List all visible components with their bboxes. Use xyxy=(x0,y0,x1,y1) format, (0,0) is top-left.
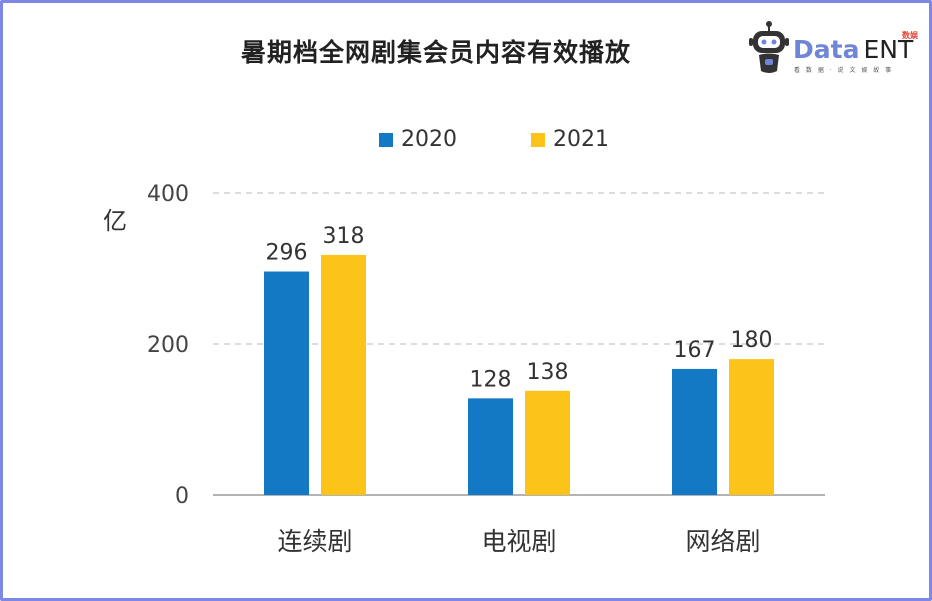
data-label: 318 xyxy=(323,224,365,249)
bar-chart: 0 200 400 296 318 连续剧 128 138 电视剧 167 180 网络剧 xyxy=(3,3,929,598)
bar-2020-1 xyxy=(264,272,309,495)
y-tick-label: 400 xyxy=(147,182,189,207)
x-tick-label: 网络剧 xyxy=(685,527,760,556)
bar-2021-3 xyxy=(729,359,774,495)
bar-2020-3 xyxy=(672,369,717,495)
bar-2021-2 xyxy=(525,391,570,495)
data-label: 167 xyxy=(674,338,716,363)
bar-2020-2 xyxy=(468,398,513,495)
x-tick-label: 连续剧 xyxy=(277,527,352,556)
y-tick-label: 0 xyxy=(175,484,189,509)
y-tick-label: 200 xyxy=(147,333,189,358)
data-label: 296 xyxy=(266,241,308,266)
data-label: 138 xyxy=(527,360,569,385)
bar-2021-1 xyxy=(321,255,366,495)
x-tick-label: 电视剧 xyxy=(481,527,556,556)
data-label: 128 xyxy=(470,367,512,392)
data-label: 180 xyxy=(731,328,773,353)
